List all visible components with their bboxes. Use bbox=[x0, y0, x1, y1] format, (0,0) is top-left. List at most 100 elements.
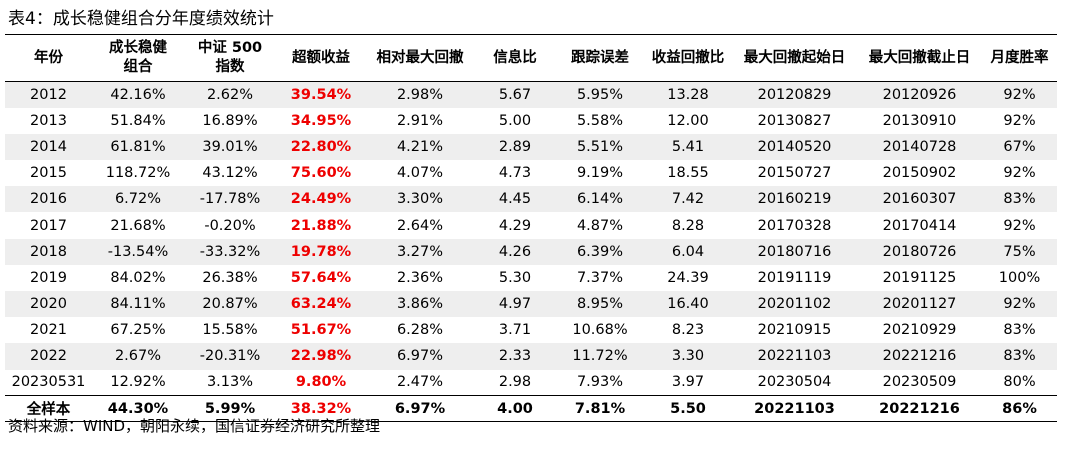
table-cell: -17.78% bbox=[184, 186, 276, 213]
excess-return-cell: 75.60% bbox=[290, 165, 352, 182]
table-cell: 2.91% bbox=[396, 112, 444, 129]
table-cell: 92% bbox=[1003, 165, 1036, 182]
summary-cell: 4.00 bbox=[474, 395, 556, 422]
table-cell: 5.58% bbox=[576, 112, 624, 129]
table-cell: 42.16% bbox=[92, 81, 184, 108]
column-header-line: 月度胜率 bbox=[990, 49, 1049, 66]
table-cell: 6.28% bbox=[396, 322, 444, 339]
table-cell: 20191119 bbox=[757, 269, 832, 286]
table-cell: 20120926 bbox=[857, 81, 982, 108]
column-header-line: 年份 bbox=[34, 49, 63, 66]
table-cell: 7.42 bbox=[644, 186, 732, 213]
table-cell: 3.13% bbox=[206, 374, 254, 391]
summary-cell: 5.99% bbox=[184, 395, 276, 422]
header-row: 年份 成长稳健 组合 中证 500 指数 超额收益 相对最大回撤 信息比 跟踪误差 收益回撤比 最大… bbox=[5, 34, 1057, 82]
summary-cell: 44.30% bbox=[92, 395, 184, 422]
table-row: 2013 51.84% 16.89% 34.95% 2.91% 5.00 5.58% 12.0… bbox=[5, 108, 1057, 134]
table-cell: 20230504 bbox=[757, 374, 832, 391]
table-cell: 92% bbox=[1003, 112, 1036, 129]
table-row: 2017 21.68% -0.20% 21.88% 2.64% 4.29 4.87% 8.28… bbox=[5, 212, 1057, 238]
table-cell: 20221216 bbox=[857, 343, 982, 370]
table-cell: 20201127 bbox=[857, 291, 982, 318]
table-cell: 5.00 bbox=[498, 112, 532, 129]
table-row: 2015 118.72% 43.12% 75.60% 4.07% 4.73 9.19% 18.… bbox=[5, 160, 1057, 186]
table-cell: 84.11% bbox=[92, 291, 184, 318]
table-cell: 3.30% bbox=[366, 186, 474, 213]
table-cell: 26.38% bbox=[202, 269, 258, 286]
table-cell: 2.47% bbox=[396, 374, 444, 391]
table-cell: 13.28 bbox=[644, 81, 732, 108]
table-cell: 20210929 bbox=[882, 322, 957, 339]
summary-label: 全样本 bbox=[5, 395, 92, 422]
table-cell: -20.31% bbox=[184, 343, 276, 370]
summary-cell: 5.50 bbox=[644, 395, 732, 422]
table-cell: 84.02% bbox=[110, 269, 166, 286]
column-header: 收益回撤比 bbox=[644, 34, 732, 82]
column-header: 年份 bbox=[5, 34, 92, 82]
table-cell: 20140520 bbox=[732, 133, 857, 161]
table-cell: 24.39 bbox=[667, 269, 709, 286]
table-cell: 43.12% bbox=[202, 165, 258, 182]
column-header-line: 成长稳健 bbox=[109, 40, 167, 56]
table-cell: 4.73 bbox=[498, 165, 532, 182]
year-cell: 2016 bbox=[5, 186, 92, 213]
table-cell: 3.86% bbox=[366, 291, 474, 318]
column-header: 跟踪误差 bbox=[556, 34, 644, 82]
column-header: 中证 500 指数 bbox=[184, 34, 276, 82]
excess-return-cell: 24.49% bbox=[276, 186, 366, 213]
table-row: 2018 -13.54% -33.32% 19.78% 3.27% 4.26 6.39% 6.… bbox=[5, 238, 1057, 265]
table-cell: 6.72% bbox=[92, 186, 184, 213]
table-cell: 2.89 bbox=[474, 133, 556, 161]
column-header-line: 中证 500 bbox=[197, 40, 263, 56]
table-cell: 3.27% bbox=[366, 238, 474, 265]
table-row: 2019 84.02% 26.38% 57.64% 2.36% 5.30 7.37% 24.3… bbox=[5, 265, 1057, 291]
column-header-line: 收益回撤比 bbox=[651, 49, 725, 66]
table-cell: 4.29 bbox=[498, 217, 532, 234]
table-cell: 2.64% bbox=[396, 217, 444, 234]
column-header-line: 组合 bbox=[123, 59, 153, 75]
table-cell: 92% bbox=[1003, 217, 1036, 234]
table-cell: 7.37% bbox=[576, 269, 624, 286]
table-cell: 4.21% bbox=[366, 133, 474, 161]
table-cell: 7.93% bbox=[576, 374, 624, 391]
column-header-line: 最大回撤起始日 bbox=[743, 49, 846, 66]
table-row: 20230531 12.92% 3.13% 9.80% 2.47% 2.98 7.93% 3.… bbox=[5, 370, 1057, 396]
table-cell: -33.32% bbox=[184, 238, 276, 265]
table-cell: 9.19% bbox=[576, 165, 624, 182]
summary-cell: 20221103 bbox=[732, 395, 857, 422]
column-header: 最大回撤截止日 bbox=[857, 34, 982, 82]
table-title: 表4：成长稳健组合分年度绩效统计 bbox=[8, 9, 274, 29]
source-note: 资料来源：WIND，朝阳永续，国信证券经济研究所整理 bbox=[8, 417, 381, 435]
table-cell: 12.00 bbox=[667, 112, 709, 129]
table-row: 2016 6.72% -17.78% 24.49% 3.30% 4.45 6.14% 7.42… bbox=[5, 186, 1057, 213]
table-cell: 20201102 bbox=[732, 291, 857, 318]
year-cell: 2013 bbox=[30, 112, 67, 129]
excess-return-cell: 34.95% bbox=[290, 112, 352, 129]
summary-row: 全样本 44.30% 5.99% 38.32% 6.97% 4.00 7.81% 5.50 20… bbox=[5, 395, 1057, 422]
table-cell: -13.54% bbox=[92, 238, 184, 265]
table-cell: 18.55 bbox=[667, 165, 709, 182]
column-header: 最大回撤起始日 bbox=[732, 34, 857, 82]
table-cell: 20221103 bbox=[732, 343, 857, 370]
summary-cell: 20221216 bbox=[857, 395, 982, 422]
table-cell: 6.97% bbox=[366, 343, 474, 370]
table-cell: 20140728 bbox=[857, 133, 982, 161]
table-cell: 118.72% bbox=[105, 165, 171, 182]
table-cell: 8.23 bbox=[671, 322, 705, 339]
excess-return-cell: 51.67% bbox=[290, 322, 352, 339]
year-cell: 2012 bbox=[5, 81, 92, 108]
table-cell: 61.81% bbox=[92, 133, 184, 161]
table-cell: 20120829 bbox=[732, 81, 857, 108]
table-cell: 83% bbox=[1003, 322, 1036, 339]
table-cell: 12.92% bbox=[110, 374, 166, 391]
table-cell: 2.67% bbox=[92, 343, 184, 370]
table-cell: 39.01% bbox=[184, 133, 276, 161]
table-row: 2012 42.16% 2.62% 39.54% 2.98% 5.67 5.95% 13.28… bbox=[5, 81, 1057, 108]
table-cell: 6.04 bbox=[644, 238, 732, 265]
table-cell: 16.40 bbox=[644, 291, 732, 318]
table-cell: 20130827 bbox=[757, 112, 832, 129]
table-cell: 4.87% bbox=[576, 217, 624, 234]
table-cell: 4.97 bbox=[474, 291, 556, 318]
table-cell: 4.07% bbox=[396, 165, 444, 182]
excess-return-cell: 22.98% bbox=[276, 343, 366, 370]
